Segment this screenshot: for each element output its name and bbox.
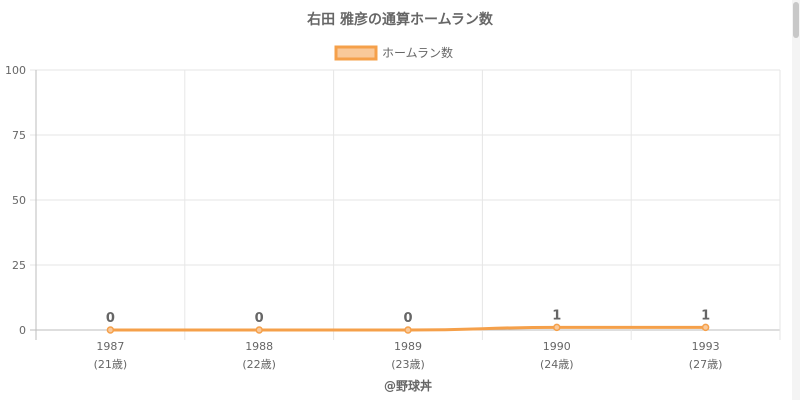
data-label: 0 (255, 311, 264, 326)
x-axis: 1987 (21歳) 1988 (22歳) 1989 (23歳) 1990 (24歳) 1993… (94, 340, 723, 371)
x-tick-label: 1990 (543, 340, 571, 353)
data-label: 0 (403, 311, 412, 326)
data-point (701, 323, 710, 332)
data-labels: 0 0 0 1 1 (106, 308, 710, 326)
scrollbar-thumb[interactable] (793, 2, 799, 38)
y-tick-label: 75 (12, 129, 26, 142)
scrollbar[interactable] (792, 0, 800, 400)
y-tick-label: 0 (19, 324, 26, 337)
data-point (404, 326, 412, 334)
x-tick-label: 1993 (692, 340, 720, 353)
y-tick-label: 100 (5, 64, 26, 77)
series-line (106, 323, 710, 334)
legend-swatch (334, 45, 378, 61)
x-tick-sublabel: (21歳) (94, 358, 128, 371)
legend[interactable]: ホームラン数 (334, 45, 453, 61)
y-axis: 0 25 50 75 100 (5, 64, 26, 337)
data-label: 0 (106, 311, 115, 326)
x-tick-sublabel: (23歳) (391, 358, 425, 371)
x-tick-label: 1987 (96, 340, 124, 353)
x-tick-sublabel: (24歳) (540, 358, 574, 371)
legend-label: ホームラン数 (382, 45, 453, 60)
data-point (553, 323, 561, 332)
y-tick-label: 25 (12, 259, 26, 272)
x-tick-label: 1988 (245, 340, 273, 353)
data-label: 1 (701, 308, 710, 323)
y-tick-label: 50 (12, 194, 26, 207)
grid (30, 69, 781, 340)
data-point (106, 326, 115, 334)
x-tick-label: 1989 (394, 340, 422, 353)
footer-credit: @野球丼 (384, 378, 432, 393)
x-tick-sublabel: (22歳) (242, 358, 276, 371)
x-tick-sublabel: (27歳) (689, 358, 723, 371)
data-label: 1 (552, 308, 561, 323)
chart-title: 右田 雅彦の通算ホームラン数 (306, 11, 494, 28)
data-point (255, 326, 263, 334)
